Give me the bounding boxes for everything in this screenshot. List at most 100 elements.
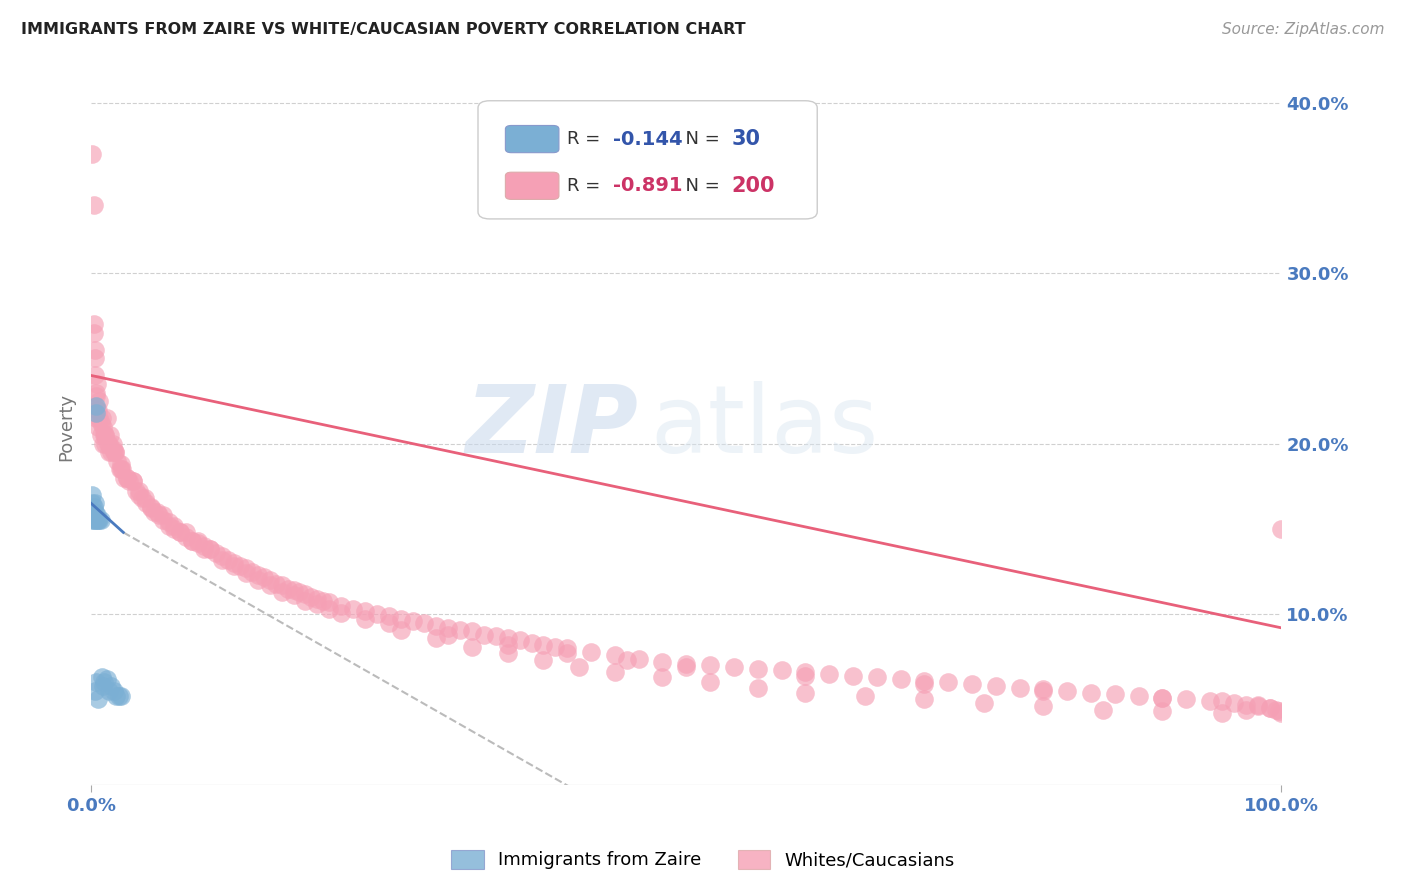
Point xyxy=(555,647,578,661)
Point xyxy=(90,428,112,442)
Point xyxy=(568,660,591,674)
Point xyxy=(125,484,148,499)
Point xyxy=(187,533,209,548)
Point xyxy=(90,513,112,527)
Point xyxy=(98,445,121,459)
Point xyxy=(90,670,112,684)
Point xyxy=(87,692,110,706)
Text: R =: R = xyxy=(567,130,606,148)
Point xyxy=(110,462,132,476)
Point xyxy=(425,631,447,645)
Point xyxy=(496,638,519,652)
Point xyxy=(105,689,128,703)
Point xyxy=(229,559,252,574)
Text: N =: N = xyxy=(675,177,725,194)
Point xyxy=(83,505,105,519)
Text: -0.891: -0.891 xyxy=(613,177,682,195)
Point xyxy=(94,428,117,442)
Point xyxy=(193,542,215,557)
Point xyxy=(98,684,121,698)
Point xyxy=(181,533,204,548)
Point xyxy=(747,681,769,695)
Point xyxy=(312,593,335,607)
Point xyxy=(1056,684,1078,698)
Point xyxy=(1104,687,1126,701)
Point xyxy=(603,665,626,680)
Point xyxy=(235,561,257,575)
Point xyxy=(91,436,114,450)
Point xyxy=(121,474,143,488)
Point xyxy=(770,664,793,678)
Point xyxy=(277,582,299,596)
Point xyxy=(84,406,107,420)
Point xyxy=(413,615,436,630)
Point xyxy=(1211,694,1233,708)
Point xyxy=(389,623,412,637)
Point xyxy=(105,454,128,468)
Text: N =: N = xyxy=(675,130,725,148)
Point xyxy=(94,436,117,450)
Text: IMMIGRANTS FROM ZAIRE VS WHITE/CAUCASIAN POVERTY CORRELATION CHART: IMMIGRANTS FROM ZAIRE VS WHITE/CAUCASIAN… xyxy=(21,22,745,37)
Point xyxy=(128,484,150,499)
Point xyxy=(1032,682,1054,697)
Point xyxy=(437,628,460,642)
Point xyxy=(100,679,122,693)
Point xyxy=(101,436,124,450)
Point xyxy=(139,500,162,514)
Point xyxy=(912,673,935,688)
Point xyxy=(107,689,129,703)
Point xyxy=(121,474,143,488)
Point xyxy=(87,419,110,434)
Point xyxy=(139,501,162,516)
Text: 200: 200 xyxy=(731,176,775,196)
Point xyxy=(83,198,105,212)
Point xyxy=(96,411,118,425)
Text: atlas: atlas xyxy=(651,381,879,473)
Point xyxy=(299,590,322,604)
Point xyxy=(1270,706,1292,720)
Point xyxy=(83,500,105,514)
Point xyxy=(86,402,108,417)
Point xyxy=(82,146,104,161)
Point xyxy=(246,573,269,587)
Point xyxy=(270,585,292,599)
Point xyxy=(866,670,889,684)
Point xyxy=(449,623,471,637)
Point xyxy=(651,655,673,669)
Point xyxy=(86,513,108,527)
Point xyxy=(377,609,399,624)
Point xyxy=(1258,701,1281,715)
Point xyxy=(93,428,115,442)
Point xyxy=(169,525,191,540)
Point xyxy=(83,326,105,340)
Point xyxy=(222,556,245,570)
Point xyxy=(1246,698,1268,712)
Point xyxy=(259,578,281,592)
Point xyxy=(145,505,167,519)
Point xyxy=(163,522,186,536)
Point xyxy=(973,696,995,710)
Point xyxy=(90,411,112,425)
Point xyxy=(253,570,276,584)
Point xyxy=(128,488,150,502)
Point xyxy=(264,576,287,591)
FancyBboxPatch shape xyxy=(478,101,817,219)
Point xyxy=(389,612,412,626)
Point xyxy=(89,394,111,409)
Point xyxy=(157,518,180,533)
FancyBboxPatch shape xyxy=(505,172,560,200)
Point xyxy=(152,513,174,527)
Point xyxy=(307,591,329,606)
Point xyxy=(148,508,170,523)
Point xyxy=(425,619,447,633)
Point xyxy=(143,505,166,519)
Point xyxy=(699,675,721,690)
Point xyxy=(283,589,305,603)
Point xyxy=(437,621,460,635)
Point xyxy=(520,636,543,650)
Point xyxy=(83,368,105,383)
Point xyxy=(205,546,228,560)
Point xyxy=(1128,689,1150,703)
Point xyxy=(93,675,115,690)
Point xyxy=(842,668,865,682)
